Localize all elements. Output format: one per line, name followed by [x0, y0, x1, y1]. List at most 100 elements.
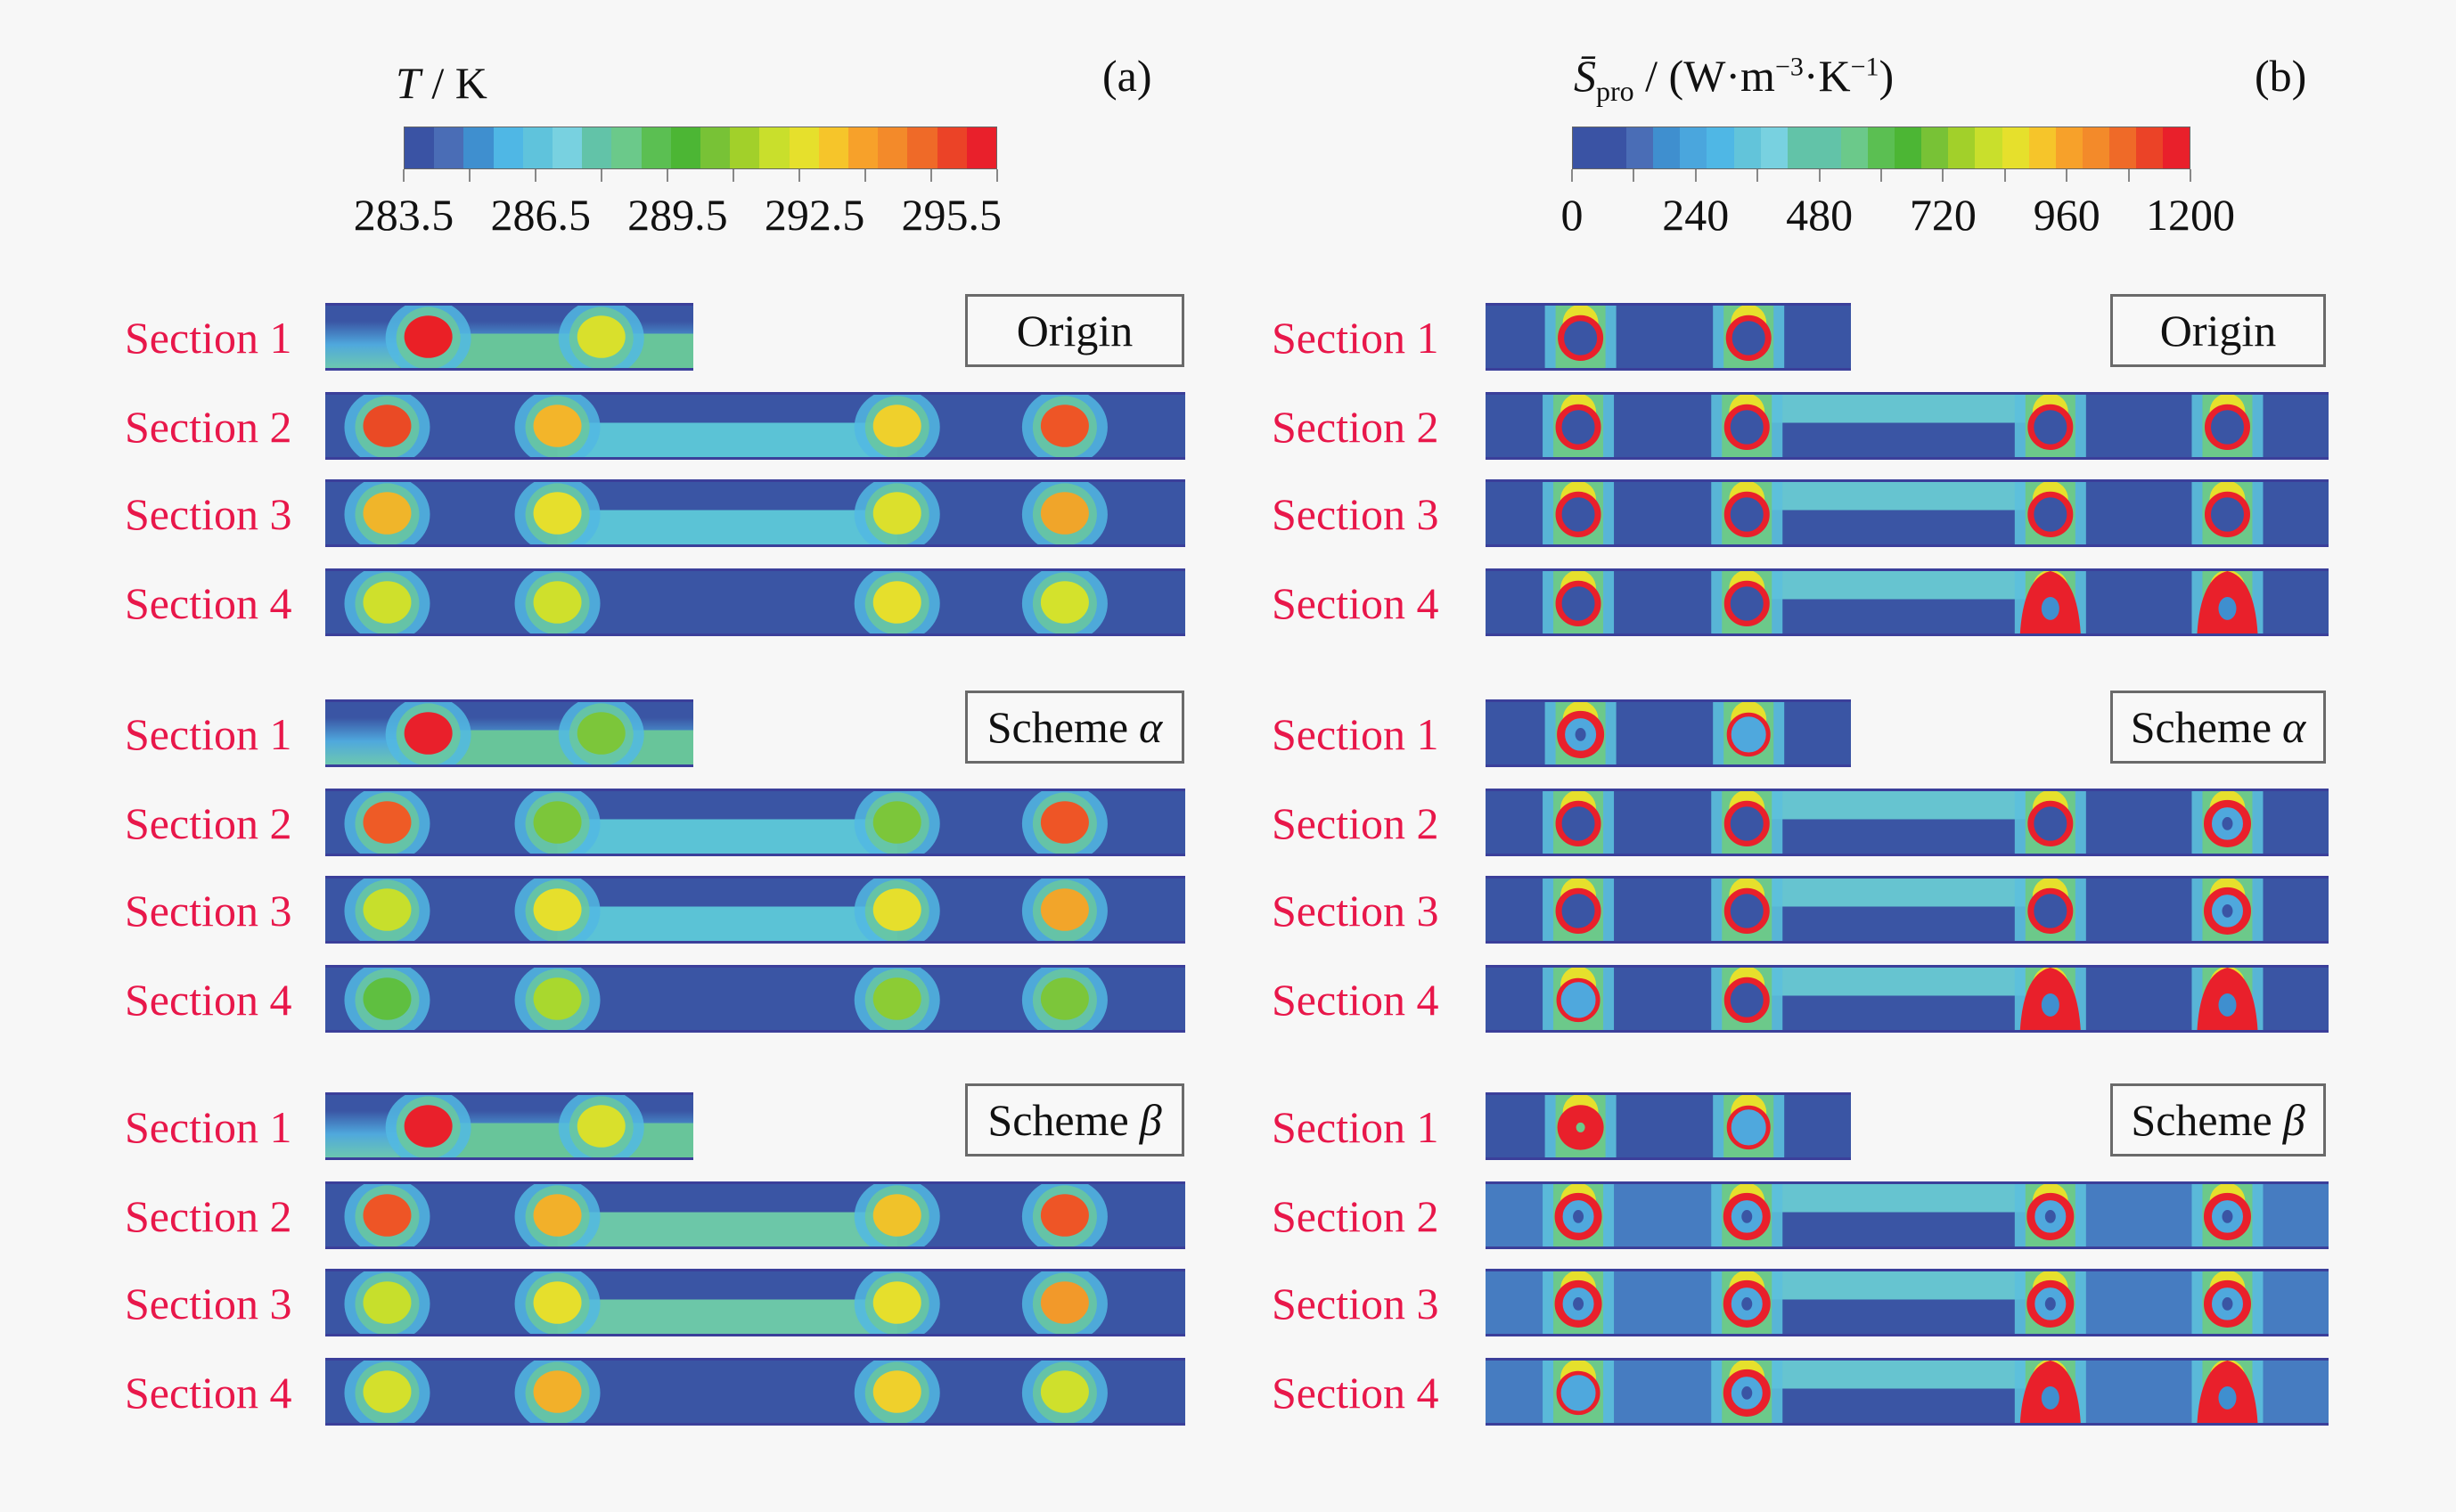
plume-bridge-core — [1764, 1388, 2033, 1423]
pipe-temperature-spot — [533, 888, 582, 931]
colorbar-tick-mark — [403, 169, 405, 182]
section-label: Section 3 — [1272, 886, 1439, 936]
pipe-temperature-spot — [404, 712, 453, 755]
pipe-center — [2044, 1210, 2056, 1223]
colorbar-tick-label: 0 — [1560, 190, 1584, 240]
scheme-name: Scheme — [986, 702, 1129, 752]
contour-field — [1486, 571, 2329, 633]
colorbar-swatch — [522, 127, 553, 168]
pipe-core — [1727, 407, 1767, 447]
pipe-core — [2030, 891, 2070, 931]
colorbar-swatch — [1948, 127, 1976, 168]
colorbar-swatch — [2002, 127, 2029, 168]
pipe-temperature-spot — [577, 712, 626, 755]
plume-bridge — [1747, 571, 2051, 600]
temperature-symbol: T — [396, 58, 421, 108]
contour-field — [325, 1184, 1185, 1246]
plume-bridge — [1747, 968, 2051, 996]
colorbar-tick-label: 292.5 — [764, 190, 865, 240]
colorbar-swatch — [1787, 127, 1814, 168]
scheme-symbol: β — [2282, 1095, 2305, 1145]
plume-bridge-core — [1764, 599, 2033, 633]
pipe-core — [1729, 715, 1769, 755]
high-entropy-ring — [1558, 315, 1604, 362]
section-label: Section 4 — [125, 1368, 292, 1418]
pipe-temperature-spot — [1040, 801, 1089, 844]
pipe-temperature-spot — [363, 977, 412, 1020]
colorbar-swatch — [434, 127, 464, 168]
colorbar-tick-mark — [864, 169, 866, 182]
pipe-temperature-spot — [363, 405, 412, 447]
pipe-temperature-spot — [872, 1370, 921, 1413]
pipe-temperature-spot — [872, 1281, 921, 1324]
pipe-core — [1727, 804, 1767, 844]
panel-b-tag: (b) — [2255, 51, 2307, 101]
colorbar-tick-mark — [667, 169, 668, 182]
high-entropy-ring — [2204, 491, 2250, 538]
section-label: Section 3 — [1272, 1279, 1439, 1328]
colorbar-tick-label: 286.5 — [490, 190, 591, 240]
pipe-temperature-spot — [1040, 405, 1089, 447]
high-entropy-ring — [2026, 1279, 2075, 1328]
plume-bridge-core — [1764, 1299, 2033, 1334]
pipe-temperature-spot — [1040, 1281, 1089, 1324]
pipe-core — [2041, 993, 2059, 1017]
temperature-contour-strip — [325, 876, 1185, 944]
colorbar-tick-label: 480 — [1786, 190, 1854, 240]
plume-bridge — [1747, 1271, 2051, 1300]
temperature-contour-strip — [325, 1181, 1185, 1249]
field-background — [1486, 1095, 1851, 1157]
colorbar-tick-mark — [2066, 169, 2068, 182]
scheme-symbol: β — [1139, 1095, 1162, 1145]
colorbar-swatch — [611, 127, 642, 168]
pipe-temperature-spot — [872, 1194, 921, 1237]
pipe-core — [2030, 407, 2070, 447]
section-label: Section 4 — [1272, 578, 1439, 628]
pipe-core — [2041, 597, 2059, 620]
pipe-core — [2218, 597, 2237, 620]
section-label: Section 1 — [1272, 313, 1439, 363]
entropy-subscript: pro — [1596, 75, 1634, 107]
section-label: Section 1 — [125, 313, 292, 363]
entropy-contour-strip — [1486, 1092, 1851, 1160]
colorbar-swatch — [1975, 127, 2002, 168]
contour-field — [325, 482, 1185, 544]
section-label: Section 2 — [125, 1191, 292, 1241]
pipe-core — [1576, 1122, 1585, 1132]
pipe-core — [2207, 494, 2247, 535]
colorbar-tick-mark — [1818, 169, 1821, 182]
colorbar-tick-label: 240 — [1662, 190, 1730, 240]
temperature-contour-strip — [325, 1269, 1185, 1336]
entropy-contour-strip — [1486, 479, 2329, 547]
high-entropy-ring — [1723, 580, 1770, 627]
colorbar-swatch — [700, 127, 731, 168]
pipe-temperature-spot — [363, 581, 412, 624]
contour-field — [1486, 968, 2329, 1030]
pipe-core — [1727, 494, 1767, 535]
pipe-center — [2222, 1297, 2233, 1311]
pipe-temperature-spot — [404, 315, 453, 358]
plume-bridge-core — [1764, 422, 2033, 457]
contour-field — [1486, 395, 2329, 457]
contour-field — [325, 1361, 1185, 1423]
colorbar-swatch — [1921, 127, 1949, 168]
high-entropy-ring — [2203, 799, 2251, 847]
pipe-temperature-spot — [533, 581, 582, 624]
plume-bridge — [557, 422, 897, 457]
plume-bridge — [557, 1299, 897, 1334]
temperature-contour-strip — [325, 1092, 693, 1160]
pipe-core — [1727, 891, 1767, 931]
contour-field — [1486, 791, 2329, 854]
colorbar-swatch — [493, 127, 523, 168]
scheme-legend-box: Scheme β — [965, 1083, 1184, 1156]
pipe-center — [1573, 1210, 1584, 1223]
section-label: Section 1 — [125, 709, 292, 759]
pipe-temperature-spot — [533, 977, 582, 1020]
contour-field — [325, 395, 1185, 457]
colorbar-swatch — [553, 127, 583, 168]
pipe-temperature-spot — [533, 1194, 582, 1237]
contour-field — [1486, 1095, 1851, 1157]
pipe-center — [2222, 817, 2233, 830]
pipe-center — [1741, 1297, 1753, 1311]
colorbar-tick-mark — [1880, 169, 1882, 182]
